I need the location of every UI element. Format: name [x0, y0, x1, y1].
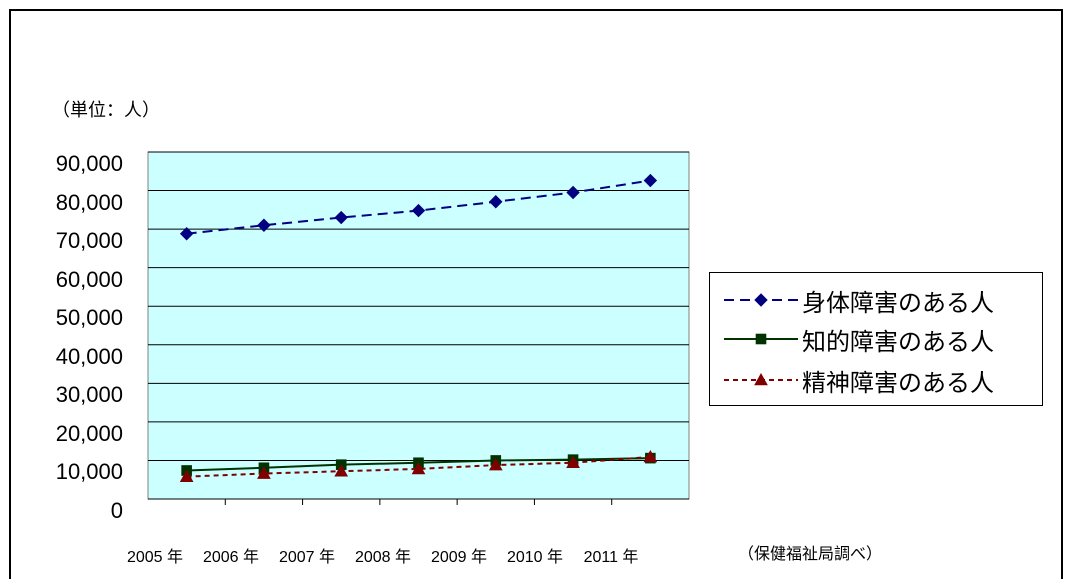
- x-tick-label: 2009 年: [430, 549, 488, 566]
- data-point-triangle: [643, 449, 658, 463]
- series-2: [179, 449, 658, 482]
- legend-label: 身体障害のある人: [802, 289, 994, 317]
- source-label: （保健福祉局調べ）: [738, 544, 883, 563]
- legend-label: 知的障害のある人: [802, 328, 994, 356]
- data-point-triangle: [488, 458, 503, 471]
- chart-frame: [9, 9, 1063, 579]
- data-point-diamond: [411, 203, 426, 218]
- y-tick-label: 0: [110, 498, 123, 523]
- data-point-diamond: [334, 210, 348, 225]
- data-point-diamond: [643, 173, 658, 188]
- x-tick-label: 2006 年: [202, 549, 260, 566]
- gridlines: [148, 151, 689, 500]
- series-0: [179, 173, 658, 241]
- y-tick-label: 40,000: [55, 343, 123, 369]
- data-point-triangle: [411, 461, 426, 475]
- x-tick-label: 2008 年: [354, 549, 412, 566]
- legend-label: 精神障害のある人: [802, 369, 994, 397]
- data-point-triangle: [257, 466, 271, 479]
- y-tick-label: 30,000: [55, 382, 123, 408]
- data-point-triangle: [754, 372, 768, 386]
- x-tick-label: 2007 年: [278, 549, 336, 566]
- data-point-triangle: [566, 455, 580, 469]
- data-point-square: [755, 333, 767, 345]
- legend-marker-square: [724, 333, 798, 345]
- y-tick-label: 10,000: [55, 459, 123, 485]
- legend-marker-triangle: [724, 372, 798, 386]
- legend-entry-series-0: 身体障害のある人: [710, 281, 1044, 319]
- x-tick-label: 2011 年: [583, 549, 639, 566]
- y-tick-label: 60,000: [55, 266, 123, 292]
- data-point-diamond: [566, 185, 580, 200]
- y-tick-label: 80,000: [55, 189, 123, 215]
- legend: 身体障害のある人 知的障害のある人 精神障害のある人: [709, 272, 1043, 406]
- legend-entry-series-1: 知的障害のある人: [710, 320, 1044, 358]
- x-tick-marks: [224, 499, 613, 505]
- legend-entry-series-2: 精神障害のある人: [710, 361, 1044, 399]
- y-tick-label: 70,000: [55, 228, 123, 254]
- series-layer: [179, 173, 658, 482]
- y-tick-label: 90,000: [55, 151, 123, 176]
- data-point-triangle: [179, 469, 194, 482]
- y-tick-label: 20,000: [55, 420, 123, 446]
- data-point-triangle: [334, 464, 349, 477]
- legend-marker-diamond: [724, 293, 798, 307]
- unit-label: （単位：人）: [52, 100, 160, 121]
- x-tick-label: 2010 年: [506, 549, 564, 566]
- data-point-diamond: [754, 293, 768, 307]
- data-point-diamond: [179, 227, 194, 241]
- x-tick-label: 2005 年: [126, 549, 184, 566]
- data-point-diamond: [257, 218, 271, 232]
- y-tick-label: 50,000: [55, 305, 123, 331]
- data-point-diamond: [489, 195, 503, 209]
